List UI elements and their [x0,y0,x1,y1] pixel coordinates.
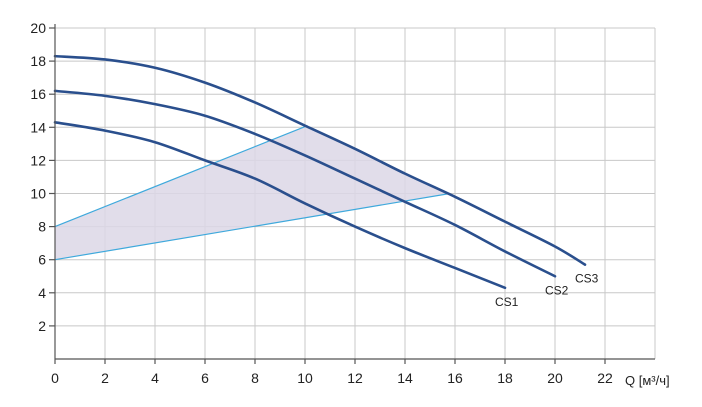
series-line-cs2 [53,89,557,278]
series-label-cs1: CS1 [495,295,519,309]
x-tick-label: 12 [347,370,363,386]
x-tick-label: 8 [251,370,259,386]
series-label-cs3: CS3 [575,272,599,286]
series-line-cs3 [53,54,587,266]
shaded-region [54,125,451,261]
x-axis-title: Q [м³/ч] [625,373,670,388]
y-tick-label: 18 [30,53,46,69]
axes [49,24,655,364]
x-tick-label: 0 [51,370,59,386]
series-lines [53,54,587,290]
y-tick-label: 14 [30,119,46,135]
x-tick-label: 2 [101,370,109,386]
x-tick-label: 4 [151,370,159,386]
y-tick-label: 10 [30,186,46,202]
shaded-area [55,125,450,260]
region-upper-edge [54,125,308,228]
x-tick-label: 6 [201,370,209,386]
region-lower-edge [54,192,451,261]
x-tick-label: 14 [397,370,413,386]
x-tick-label: 20 [547,370,563,386]
y-tick-label: 16 [30,86,46,102]
y-tick-label: 20 [30,20,46,36]
x-tick-label: 16 [447,370,463,386]
x-tick-label: 18 [497,370,513,386]
x-tick-label: 22 [597,370,613,386]
y-tick-label: 12 [30,152,46,168]
y-tick-label: 2 [38,318,46,334]
y-tick-label: 6 [38,252,46,268]
series-labels: CS1 CS2 CS3 [495,272,599,309]
tick-labels: 2 4 6 8 10 12 14 16 18 20 0 2 4 6 8 10 12 14 16 18 20 22 [30,20,613,386]
series-label-cs2: CS2 [545,283,569,297]
y-tick-label: 8 [38,219,46,235]
x-tick-label: 10 [297,370,313,386]
series-line-cs1 [53,121,507,290]
y-tick-label: 4 [38,285,46,301]
